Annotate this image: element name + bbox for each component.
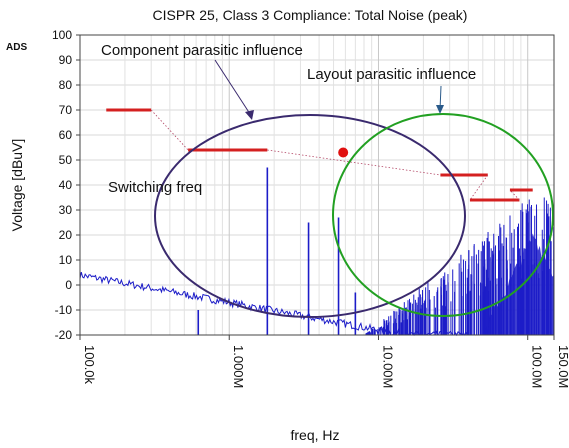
x-tick-label: 1.000M <box>231 345 246 388</box>
x-axis-label: freq, Hz <box>290 427 339 443</box>
y-tick-label: 40 <box>59 178 73 192</box>
chart-title: CISPR 25, Class 3 Compliance: Total Nois… <box>153 7 468 23</box>
y-tick-label: 30 <box>59 203 73 217</box>
y-tick-label: 60 <box>59 128 73 142</box>
ads-watermark: ADS <box>6 42 27 53</box>
y-tick-label: -20 <box>55 328 73 342</box>
y-tick-label: 20 <box>59 228 73 242</box>
component-ellipse <box>154 114 466 318</box>
x-tick-label: 10.00M <box>380 345 395 388</box>
y-tick-label: 50 <box>59 153 73 167</box>
y-axis-label: Voltage [dBuV] <box>9 139 25 232</box>
layout-arrow-head <box>436 105 444 114</box>
layout-ellipse <box>332 113 554 317</box>
y-tick-label: -10 <box>55 303 73 317</box>
noise-envelope <box>482 233 554 335</box>
cispr-limit-lines <box>106 108 533 202</box>
y-tick-label: 70 <box>59 103 73 117</box>
y-tick-label: 100 <box>52 28 72 42</box>
x-axis-ticks: 100.0k 1.000M 10.00M 100.0M 150.0M <box>79 335 569 388</box>
data-marker <box>338 147 349 158</box>
limit-connector <box>509 189 520 201</box>
switching-freq-annotation: Switching freq <box>108 179 202 196</box>
y-tick-label: 80 <box>59 78 73 92</box>
limit-connector <box>267 149 441 176</box>
component-arrow <box>214 59 253 118</box>
x-tick-label: 100.0M <box>530 345 545 388</box>
y-axis-ticks: -20 -10 0 10 20 30 40 50 60 70 80 90 100 <box>52 28 80 342</box>
y-tick-label: 90 <box>59 53 73 67</box>
limit-connector <box>469 174 489 201</box>
layout-annotation: Layout parasitic influence <box>307 66 476 83</box>
y-tick-label: 0 <box>65 278 72 292</box>
y-tick-label: 10 <box>59 253 73 267</box>
component-arrow-head <box>245 110 254 120</box>
x-tick-label: 100.0k <box>82 345 97 385</box>
x-tick-label: 150.0M <box>556 345 569 388</box>
component-annotation: Component parasitic influence <box>101 42 303 59</box>
annotation-overlay <box>154 59 554 318</box>
